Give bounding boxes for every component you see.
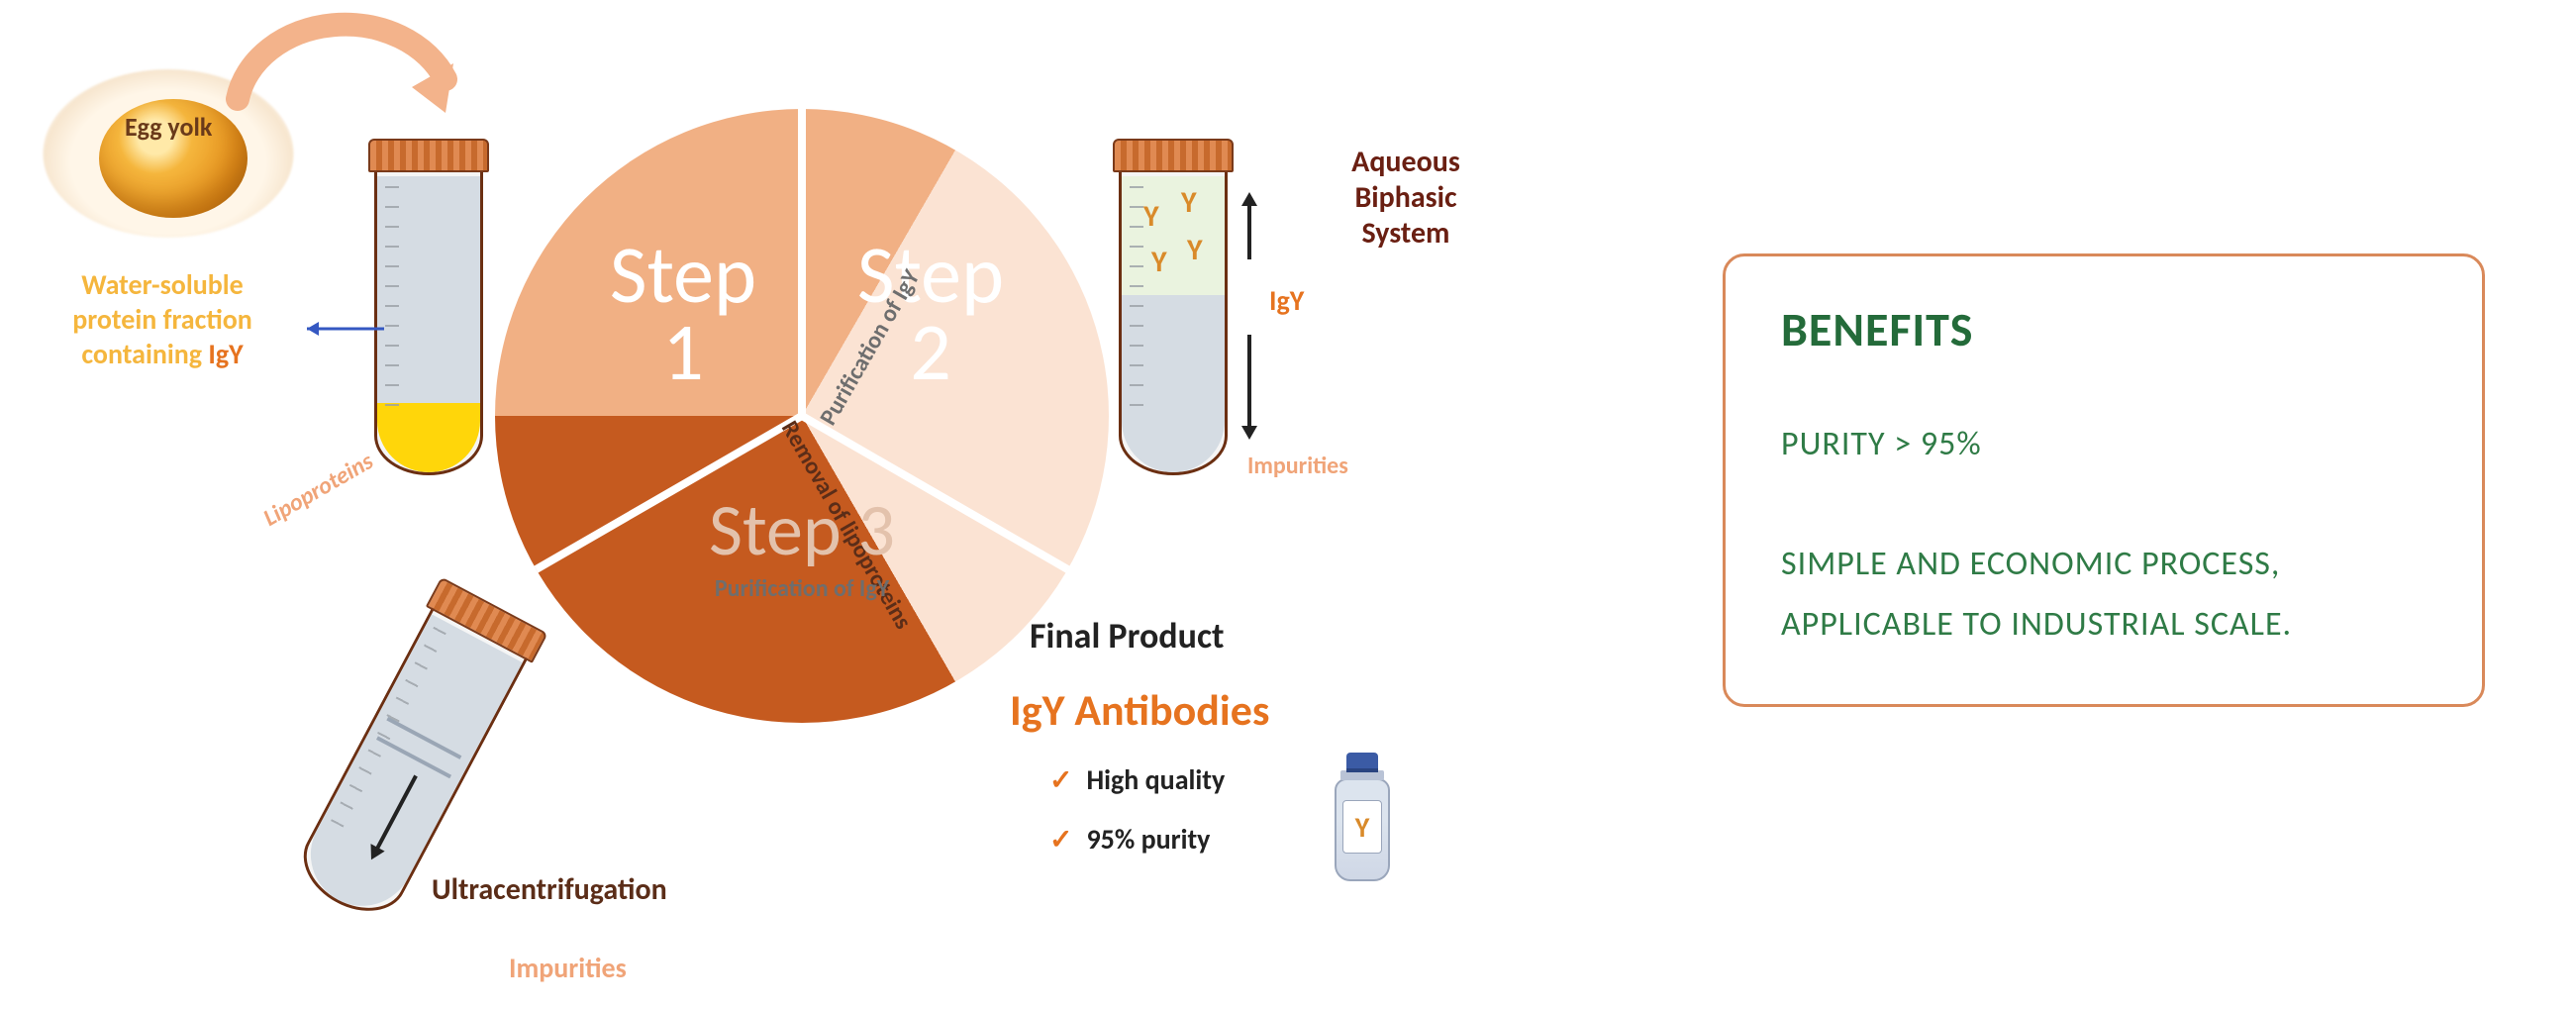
final-bullet-1-text: High quality <box>1086 762 1225 797</box>
check-icon <box>1049 822 1086 857</box>
abs-down-arrow <box>1238 327 1261 446</box>
tube-step2: Y Y Y Y <box>1119 149 1228 475</box>
process-pie: Step 1 Removal of lipoproteins Step 2 Pu… <box>495 109 1109 723</box>
benefits-heading: BENEFITS <box>1781 300 2427 358</box>
egg-to-tube-arrow <box>218 10 475 139</box>
wspf-caption: Water-soluble protein fraction containin… <box>24 267 301 371</box>
pie-sep <box>798 109 806 416</box>
vial-illustration: Y <box>1327 753 1398 881</box>
benefits-box: BENEFITS PURITY > 95% SIMPLE AND ECONOMI… <box>1723 253 2485 707</box>
benefits-line-3: APPLICABLE TO INDUSTRIAL SCALE. <box>1781 604 2427 645</box>
step1-title: Step 1 <box>574 238 792 392</box>
step3-subtitle: Purification of IgY <box>693 574 911 603</box>
abs-title-l3: System <box>1362 215 1450 252</box>
final-bullet-1: High quality <box>1049 762 1225 797</box>
wspf-l3a: containing <box>81 337 208 371</box>
step3-title: Step 3 <box>644 485 960 574</box>
abs-igy-label: IgY <box>1269 283 1304 318</box>
wspf-l3b: IgY <box>208 337 243 371</box>
wspf-l2: protein fraction <box>72 302 252 337</box>
step3-impurities-label: Impurities <box>509 951 627 985</box>
vial-igy-icon: Y <box>1355 810 1370 845</box>
step1-title-num: 1 <box>662 303 704 402</box>
benefits-line-2: SIMPLE AND ECONOMIC PROCESS, <box>1781 544 2427 584</box>
tube-step1 <box>374 149 483 475</box>
abs-impurities-label: Impurities <box>1247 452 1348 480</box>
abs-title-l2: Biphasic <box>1354 179 1456 216</box>
step2-title-num: 2 <box>910 303 951 402</box>
final-product-heading: Final Product <box>1030 614 1225 657</box>
ultracentrifugation-label: Ultracentrifugation <box>432 871 667 908</box>
egg-yolk-label: Egg yolk <box>125 111 212 143</box>
benefits-line-1: PURITY > 95% <box>1781 424 2427 464</box>
tube1-blue-arrow <box>293 317 388 341</box>
abs-up-arrow <box>1238 188 1261 267</box>
check-icon <box>1049 762 1086 797</box>
final-product-title: IgY Antibodies <box>1010 683 1269 737</box>
tube1-lipoproteins-label: Lipoproteins <box>258 447 378 533</box>
abs-title-l1: Aqueous <box>1351 144 1460 180</box>
final-bullet-2-text: 95% purity <box>1086 822 1210 857</box>
abs-title: Aqueous Biphasic System <box>1307 145 1505 252</box>
wspf-l1: Water-soluble <box>81 267 244 302</box>
final-bullet-2: 95% purity <box>1049 822 1210 857</box>
